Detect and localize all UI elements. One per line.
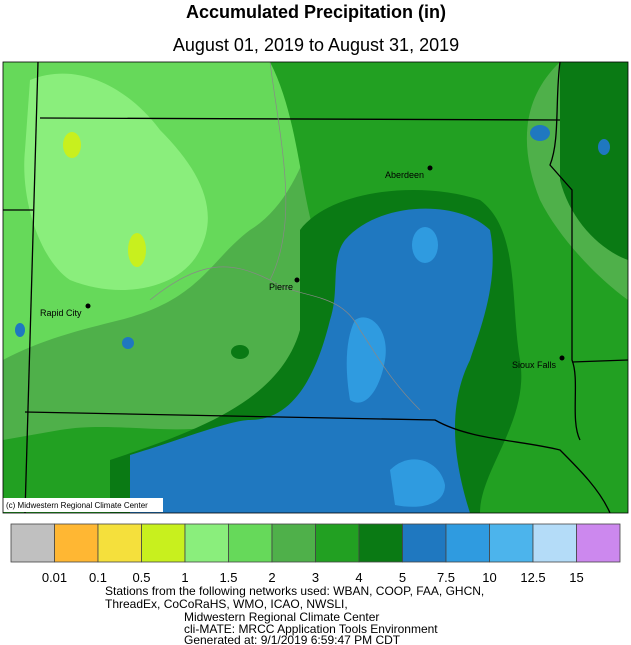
legend-swatch [489,523,534,563]
credit-box [3,498,163,512]
legend-label: 1.5 [219,570,237,585]
legend-swatch [97,523,142,563]
city-dot [559,355,565,361]
legend-label: 12.5 [520,570,545,585]
region [390,459,445,507]
city-label: Sioux Falls [512,360,557,370]
city-dot [294,277,300,283]
legend-swatch [445,523,490,563]
legend: 0.01 0.1 0.5 1 1.5 2 3 4 5 7.5 10 12.5 15 [10,523,621,585]
region [130,208,493,513]
legend-label: 7.5 [437,570,455,585]
region [598,139,610,155]
region [346,317,386,403]
legend-swatch [576,523,621,563]
footer-line: Midwestern Regional Climate Center [184,610,379,624]
footer-line: cli-MATE: MRCC Application Tools Environ… [184,622,438,636]
legend-label: 10 [482,570,496,585]
legend-label: 3 [312,570,319,585]
legend-swatch [532,523,577,563]
legend-swatch [271,523,316,563]
footer-line: Stations from the following networks use… [105,584,484,598]
legend-swatch [315,523,360,563]
legend-label: 4 [355,570,362,585]
legend-label: 5 [399,570,406,585]
city-dot [85,303,91,309]
legend-swatch [402,523,447,563]
city-dot [427,165,433,171]
legend-label: 0.5 [132,570,150,585]
region [122,337,134,349]
footer-line: ThreadEx, CoCoRaHS, WMO, ICAO, NWSLI, [105,597,348,611]
legend-swatch [228,523,273,563]
subtitle: August 01, 2019 to August 31, 2019 [173,35,459,55]
credit: (c) Midwestern Regional Climate Center [6,501,148,510]
region [63,132,81,158]
legend-swatch [10,523,55,563]
city-label: Pierre [269,282,293,292]
region [24,73,208,290]
legend-swatch [358,523,403,563]
state-borders [3,62,628,513]
river [149,62,421,411]
legend-label: 0.1 [89,570,107,585]
legend-label: 1 [181,570,188,585]
title: Accumulated Precipitation (in) [186,2,446,22]
region [128,233,146,267]
region [530,125,550,141]
region [15,323,25,337]
map-frame [2,61,629,514]
footer-line: Generated at: 9/1/2019 6:59:47 PM CDT [184,633,401,645]
legend-label: 2 [268,570,275,585]
legend-swatch [184,523,229,563]
region [231,345,249,359]
city-label: Rapid City [40,308,82,318]
region [560,62,628,260]
legend-swatch [141,523,186,563]
legend-label: 15 [569,570,583,585]
region [412,227,438,263]
legend-swatch [54,523,99,563]
legend-label: 0.01 [42,570,67,585]
city-label: Aberdeen [385,170,424,180]
precip-map: Aberdeen Pierre Rapid City Sioux Falls (… [3,62,628,513]
